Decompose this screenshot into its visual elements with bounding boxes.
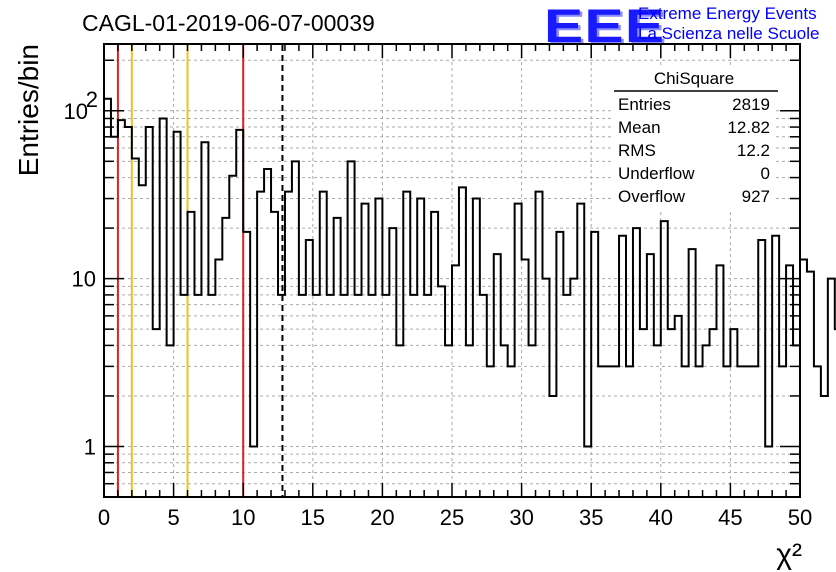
y-tick-exponent: 2 <box>86 87 98 112</box>
stats-row-value: 12.2 <box>737 141 770 160</box>
y-tick-label: 10 <box>64 99 88 124</box>
x-axis-label: χ² <box>776 538 802 571</box>
stats-row-label: RMS <box>618 141 656 160</box>
x-tick-label: 20 <box>370 505 394 530</box>
stats-title: ChiSquare <box>654 69 734 88</box>
stats-row-label: Entries <box>618 95 671 114</box>
stats-row-value: 2819 <box>732 95 770 114</box>
x-tick-label: 40 <box>649 505 673 530</box>
stats-row-label: Mean <box>618 118 661 137</box>
x-tick-label: 15 <box>301 505 325 530</box>
stats-row-value: 0 <box>761 164 770 183</box>
x-tick-label: 0 <box>98 505 110 530</box>
marker-lines <box>116 45 284 496</box>
y-tick-label: 1 <box>84 434 96 459</box>
x-tick-label: 30 <box>509 505 533 530</box>
chart-title: CAGL-01-2019-06-07-00039 <box>82 10 375 36</box>
logo-line-1: Extreme Energy Events <box>638 4 817 23</box>
stats-row-label: Underflow <box>618 164 695 183</box>
x-tick-label: 50 <box>788 505 812 530</box>
x-tick-label: 45 <box>718 505 742 530</box>
x-tick-label: 35 <box>579 505 603 530</box>
stats-box: ChiSquare Entries 2819 Mean 12.82 RMS 12.2 Und… <box>612 66 778 210</box>
y-tick-label: 10 <box>72 267 96 292</box>
x-tick-label: 10 <box>231 505 255 530</box>
x-tick-label: 25 <box>440 505 464 530</box>
stats-row-value: 12.82 <box>727 118 770 137</box>
x-tick-label: 5 <box>167 505 179 530</box>
eee-logo: EEE <box>544 0 666 52</box>
axis-ticks <box>103 44 801 497</box>
x-tick-labels: 0 5 10 15 20 25 30 35 40 45 50 <box>98 505 812 530</box>
y-axis-label: Entries/bin <box>13 44 44 176</box>
stats-row-label: Overflow <box>618 187 686 206</box>
stats-row-value: 927 <box>742 187 770 206</box>
histogram-line <box>103 97 836 497</box>
logo-line-2: La Scienza nelle Scuole <box>638 24 820 43</box>
